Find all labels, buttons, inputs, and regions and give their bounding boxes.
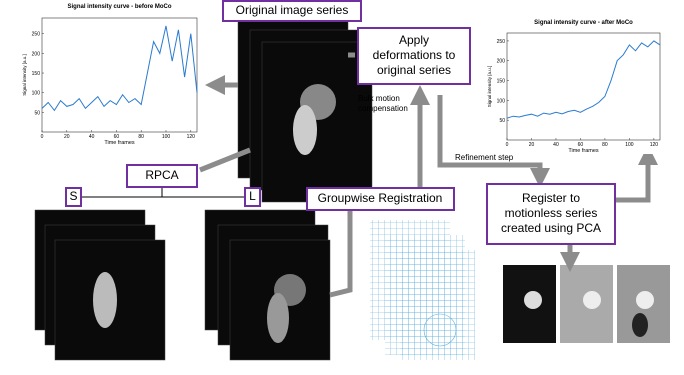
x-tick-label: 100	[625, 142, 634, 148]
x-tick-label: 120	[650, 142, 659, 148]
x-tick-label: 120	[187, 134, 196, 140]
y-tick-label: 100	[497, 98, 506, 104]
x-axis-label: Time frames	[568, 148, 599, 154]
plot-area	[36, 2, 203, 146]
y-tick-label: 100	[32, 91, 41, 97]
label: S	[69, 189, 77, 203]
y-tick-label: 50	[499, 118, 505, 124]
chart-title: Signal intensity curve - before MoCo	[67, 4, 171, 10]
s-stack	[35, 210, 165, 360]
label: Groupwise Registration	[318, 191, 443, 205]
annotation: Refinement step	[455, 153, 514, 162]
y-tick-label: 150	[32, 71, 41, 77]
label: L	[249, 189, 256, 203]
label: RPCA	[145, 168, 178, 182]
y-tick-label: 250	[32, 32, 41, 38]
y-tick-label: 150	[497, 79, 506, 85]
x-tick-label: 60	[578, 142, 584, 148]
x-tick-label: 40	[553, 142, 559, 148]
x-tick-label: 40	[89, 134, 95, 140]
original-stack	[238, 18, 372, 202]
y-tick-label: 250	[497, 39, 506, 45]
y-axis-label: Signal intensity [a.u.]	[487, 66, 492, 108]
x-tick-label: 80	[602, 142, 608, 148]
label: Original image series	[236, 3, 349, 17]
x-tick-label: 60	[114, 134, 120, 140]
x-tick-label: 0	[506, 142, 509, 148]
diagram: Original image series Applydeformations …	[0, 0, 684, 375]
x-tick-label: 20	[64, 134, 70, 140]
y-axis-label: Signal intensity [a.u.]	[22, 54, 27, 96]
deformation-mesh	[370, 220, 475, 360]
x-axis-label: Time frames	[104, 140, 135, 146]
x-tick-label: 0	[41, 134, 44, 140]
y-tick-label: 50	[34, 110, 40, 116]
l-stack	[205, 210, 330, 360]
y-tick-label: 200	[32, 51, 41, 57]
y-tick-label: 200	[497, 59, 506, 65]
chart-title: Signal intensity curve - after MoCo	[534, 20, 633, 26]
x-tick-label: 80	[138, 134, 144, 140]
plot-area	[501, 18, 666, 154]
x-tick-label: 100	[162, 134, 171, 140]
pca-images	[503, 265, 670, 343]
x-tick-label: 20	[529, 142, 535, 148]
